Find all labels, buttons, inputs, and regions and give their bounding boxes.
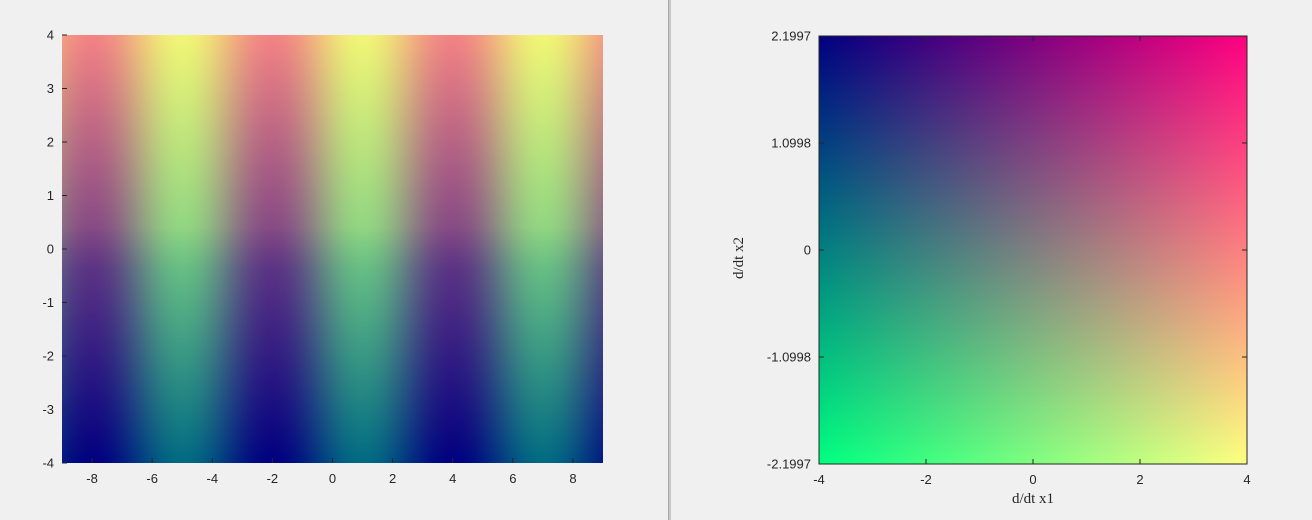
heatmap-top-layer [819,36,1247,464]
x-tick-label: -6 [146,471,158,486]
y-tick-label: 4 [47,28,54,43]
y-tick-label: -1 [42,295,54,310]
x-tick-label: -2 [267,471,279,486]
left-heatmap-chart: -8 -6 -4 -2 0 2 4 6 8 -4 -3 -2 -1 0 1 2 3 4 [42,28,603,487]
y-tick-label: 1 [47,188,54,203]
left-figure-panel: -8 -6 -4 -2 0 2 4 6 8 -4 -3 -2 -1 0 1 2 3 4 [42,27,603,487]
y-tick-label: -1.0998 [767,349,811,364]
x-tick-label: -8 [86,471,98,486]
right-heatmap-chart: -4 -2 0 2 4 -2.1997 -1.0998 0 1.0998 2.1997 d/dt x… [731,29,1251,508]
heatmap-bottom-shade [62,35,603,463]
x-tick-label: -4 [206,471,218,486]
panel-divider[interactable] [668,0,671,520]
y-axis-title: d/dt x2 [731,237,747,279]
x-tick-label: 4 [449,471,456,486]
x-tick-label: 0 [1029,472,1036,487]
y-tick-label: -2 [42,349,54,364]
y-tick-label: 1.0998 [771,136,811,151]
y-tick-label: 2.1997 [771,29,811,44]
x-tick-label: 6 [509,471,516,486]
x-tick-label: 2 [389,471,396,486]
x-tick-label: -2 [920,472,932,487]
heatmap-field [819,36,1247,464]
axes: -4 -2 0 2 4 -2.1997 -1.0998 0 1.0998 2.1997 [767,29,1251,488]
x-tick-label: -4 [813,472,825,487]
x-tick-label: 2 [1136,472,1143,487]
y-tick-label: 0 [804,243,811,258]
heatmap-field [62,35,603,463]
x-axis-title: d/dt x1 [1012,491,1054,507]
y-tick-label: -3 [42,402,54,417]
x-tick-label: 8 [569,471,576,486]
y-tick-label: 3 [47,81,54,96]
y-tick-label: -4 [42,456,54,471]
y-tick-label: 2 [47,135,54,150]
right-figure-panel: -4 -2 0 2 4 -2.1997 -1.0998 0 1.0998 2.1997 d/dt x… [671,0,1312,520]
y-tick-label: 0 [47,242,54,257]
x-tick-label: 4 [1243,472,1250,487]
y-tick-label: -2.1997 [767,457,811,472]
x-tick-label: 0 [329,471,336,486]
axes: -8 -6 -4 -2 0 2 4 6 8 -4 -3 -2 -1 0 1 2 3 4 [42,28,576,487]
